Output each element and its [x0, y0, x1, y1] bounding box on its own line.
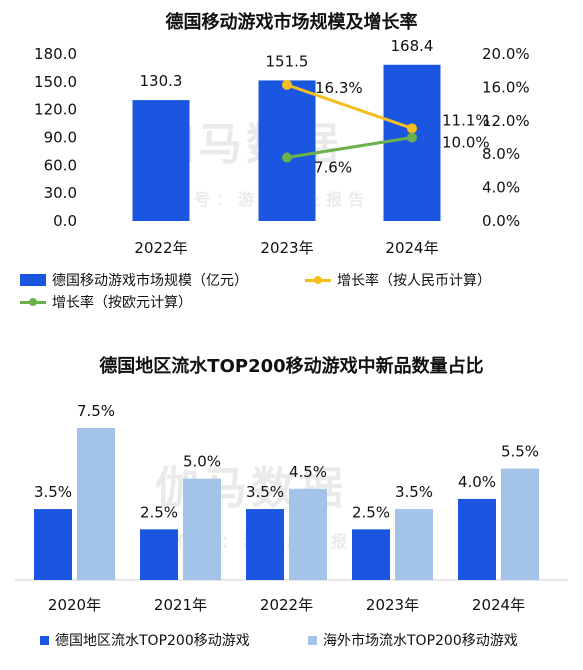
legend-swatch — [308, 635, 317, 645]
legend-label: 德国移动游戏市场规模（亿元） — [52, 273, 248, 289]
bar-value-label: 3.5% — [246, 483, 284, 501]
legend-item-growth-eur: 增长率（按欧元计算） — [20, 292, 192, 312]
bar — [383, 64, 441, 221]
bar — [258, 80, 316, 221]
bar-value-label: 168.4 — [391, 37, 434, 55]
legend-item-germany: 德国地区流水TOP200移动游戏 — [40, 630, 250, 650]
new-game-share-plot: 3.5% 7.5% 2020年 2.5% 5.0% 2021年 3.5% 4.5% 2022年 2… — [15, 402, 568, 614]
bar — [140, 529, 178, 580]
legend-label: 增长率（按欧元计算） — [52, 295, 192, 311]
legend-label: 德国地区流水TOP200移动游戏 — [55, 633, 250, 649]
growth-value-label: 11.1% — [442, 111, 490, 129]
legend-item-overseas: 海外市场流水TOP200移动游戏 — [308, 630, 518, 650]
bar-value-label: 151.5 — [266, 52, 309, 70]
y-tick-label-left: 180.0 — [34, 45, 77, 63]
growth-point — [282, 79, 292, 90]
x-tick-label: 2024年 — [385, 239, 438, 257]
x-tick-label: 2020年 — [48, 596, 101, 614]
chart-title: 德国移动游戏市场规模及增长率 — [165, 12, 418, 33]
y-tick-label-right: 4.0% — [482, 179, 520, 197]
y-tick-label-left: 90.0 — [44, 129, 77, 147]
legend-swatch — [40, 635, 49, 645]
bar — [246, 509, 284, 580]
bar — [34, 509, 72, 580]
growth-value-label: 10.0% — [442, 134, 490, 152]
bar-value-label: 2.5% — [140, 503, 178, 521]
growth-value-label: 7.6% — [314, 159, 352, 177]
bar-value-label: 3.5% — [395, 483, 433, 501]
market-size-chart: 德国移动游戏市场规模及增长率 伽马数据 微信号：游戏产业报告 180.0150.… — [0, 0, 583, 320]
y-tick-label-right: 16.0% — [482, 78, 530, 96]
bar-value-label: 4.0% — [458, 473, 496, 491]
growth-point — [282, 152, 292, 163]
x-tick-label: 2021年 — [154, 596, 207, 614]
legend-label: 海外市场流水TOP200移动游戏 — [323, 633, 518, 649]
legend-swatch-line — [20, 296, 46, 308]
legend-label: 增长率（按人民币计算） — [337, 273, 491, 289]
y-tick-label-right: 8.0% — [482, 145, 520, 163]
bar — [501, 468, 539, 580]
bar — [458, 498, 496, 580]
bar — [289, 488, 327, 580]
bar-value-label: 130.3 — [140, 72, 183, 90]
x-tick-label: 2023年 — [260, 239, 313, 257]
bar-value-label: 7.5% — [77, 402, 115, 420]
chart-title: 德国地区流水TOP200移动游戏中新品数量占比 — [99, 356, 484, 377]
y-tick-label-left: 30.0 — [44, 184, 77, 202]
bar — [395, 509, 433, 580]
legend-item-growth-rmb: 增长率（按人民币计算） — [305, 270, 491, 290]
bar — [183, 478, 221, 580]
growth-value-label: 16.3% — [315, 79, 363, 97]
x-tick-label: 2024年 — [472, 596, 525, 614]
y-tick-label-left: 150.0 — [34, 73, 77, 91]
y-tick-label-right: 0.0% — [482, 212, 520, 230]
growth-line — [286, 136, 413, 160]
growth-point — [407, 123, 417, 134]
bar-value-label: 3.5% — [34, 483, 72, 501]
legend-item-market-size: 德国移动游戏市场规模（亿元） — [20, 270, 248, 290]
x-tick-label: 2023年 — [366, 596, 419, 614]
y-tick-label-left: 120.0 — [34, 101, 77, 119]
market-size-plot: 180.0 150.0 120.0 90.0 60.0 30.0 0.0 20.0% 16.0%… — [34, 37, 530, 257]
x-tick-label: 2022年 — [260, 596, 313, 614]
bar-value-label: 5.0% — [183, 453, 221, 471]
y-tick-label-right: 12.0% — [482, 112, 530, 130]
bar-value-label: 2.5% — [352, 503, 390, 521]
bar-value-label: 5.5% — [501, 443, 539, 461]
y-tick-label-left: 0.0 — [53, 212, 77, 230]
bar — [132, 100, 190, 221]
y-tick-label-left: 60.0 — [44, 156, 77, 174]
legend-swatch-bar — [20, 274, 46, 286]
new-game-share-chart: 德国地区流水TOP200移动游戏中新品数量占比 伽马数据 微信号：游戏产业报告 … — [0, 340, 583, 670]
growth-point — [407, 132, 417, 143]
growth-line — [286, 83, 413, 130]
legend-swatch-line — [305, 274, 331, 286]
bar — [77, 428, 115, 580]
x-tick-label: 2022年 — [134, 239, 187, 257]
bar-value-label: 4.5% — [289, 463, 327, 481]
bar — [352, 529, 390, 580]
y-tick-label-right: 20.0% — [482, 45, 530, 63]
